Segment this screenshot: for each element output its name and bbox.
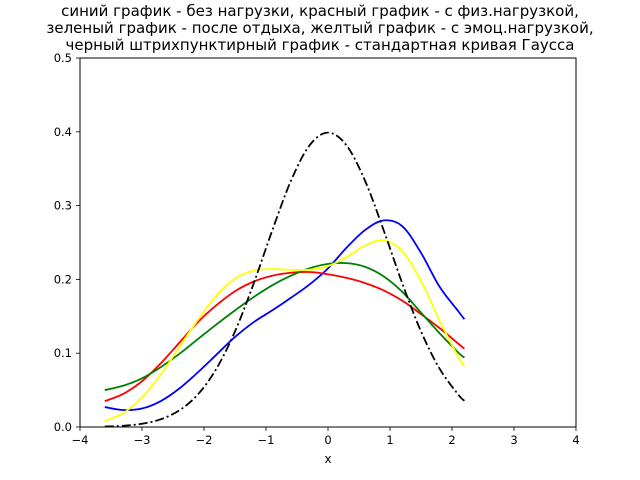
y-tick-label: 0.5 (54, 51, 72, 65)
y-axis-ticks: 0.0 0.1 0.2 0.3 0.4 0.5 (54, 51, 80, 434)
title-line-2: зеленый график - после отдыха, желтый гр… (46, 19, 593, 37)
y-tick-label: 0.4 (54, 125, 72, 139)
series-line-black (104, 131, 466, 428)
x-axis-label: x (324, 452, 331, 466)
x-tick-label: −1 (258, 433, 275, 447)
y-tick-label: 0.2 (54, 272, 72, 286)
x-axis-ticks: −4 −3 −2 −1 0 1 2 3 4 (72, 427, 580, 447)
x-tick-label: −2 (196, 433, 213, 447)
x-tick-label: 2 (448, 433, 455, 447)
y-tick-label: 0.1 (54, 346, 72, 360)
series-line-blue (104, 219, 466, 412)
x-tick-label: 0 (324, 433, 331, 447)
axes-frame (79, 57, 577, 428)
y-tick-label: 0.3 (54, 199, 72, 213)
x-tick-label: 3 (510, 433, 517, 447)
title-line-1: синий график - без нагрузки, красный гра… (61, 2, 579, 20)
x-tick-label: 1 (386, 433, 393, 447)
x-tick-label: −3 (134, 433, 151, 447)
x-tick-label: 4 (572, 433, 579, 447)
series-line-yellow (104, 239, 466, 422)
series-line-green (104, 262, 465, 391)
chart-title: синий график - без нагрузки, красный гра… (46, 2, 593, 54)
plot-lines (104, 131, 466, 428)
series-line-red (104, 271, 465, 403)
y-tick-label: 0.0 (54, 420, 72, 434)
title-line-3: черный штрихпунктирный график - стандарт… (66, 36, 575, 54)
x-tick-label: −4 (72, 433, 89, 447)
